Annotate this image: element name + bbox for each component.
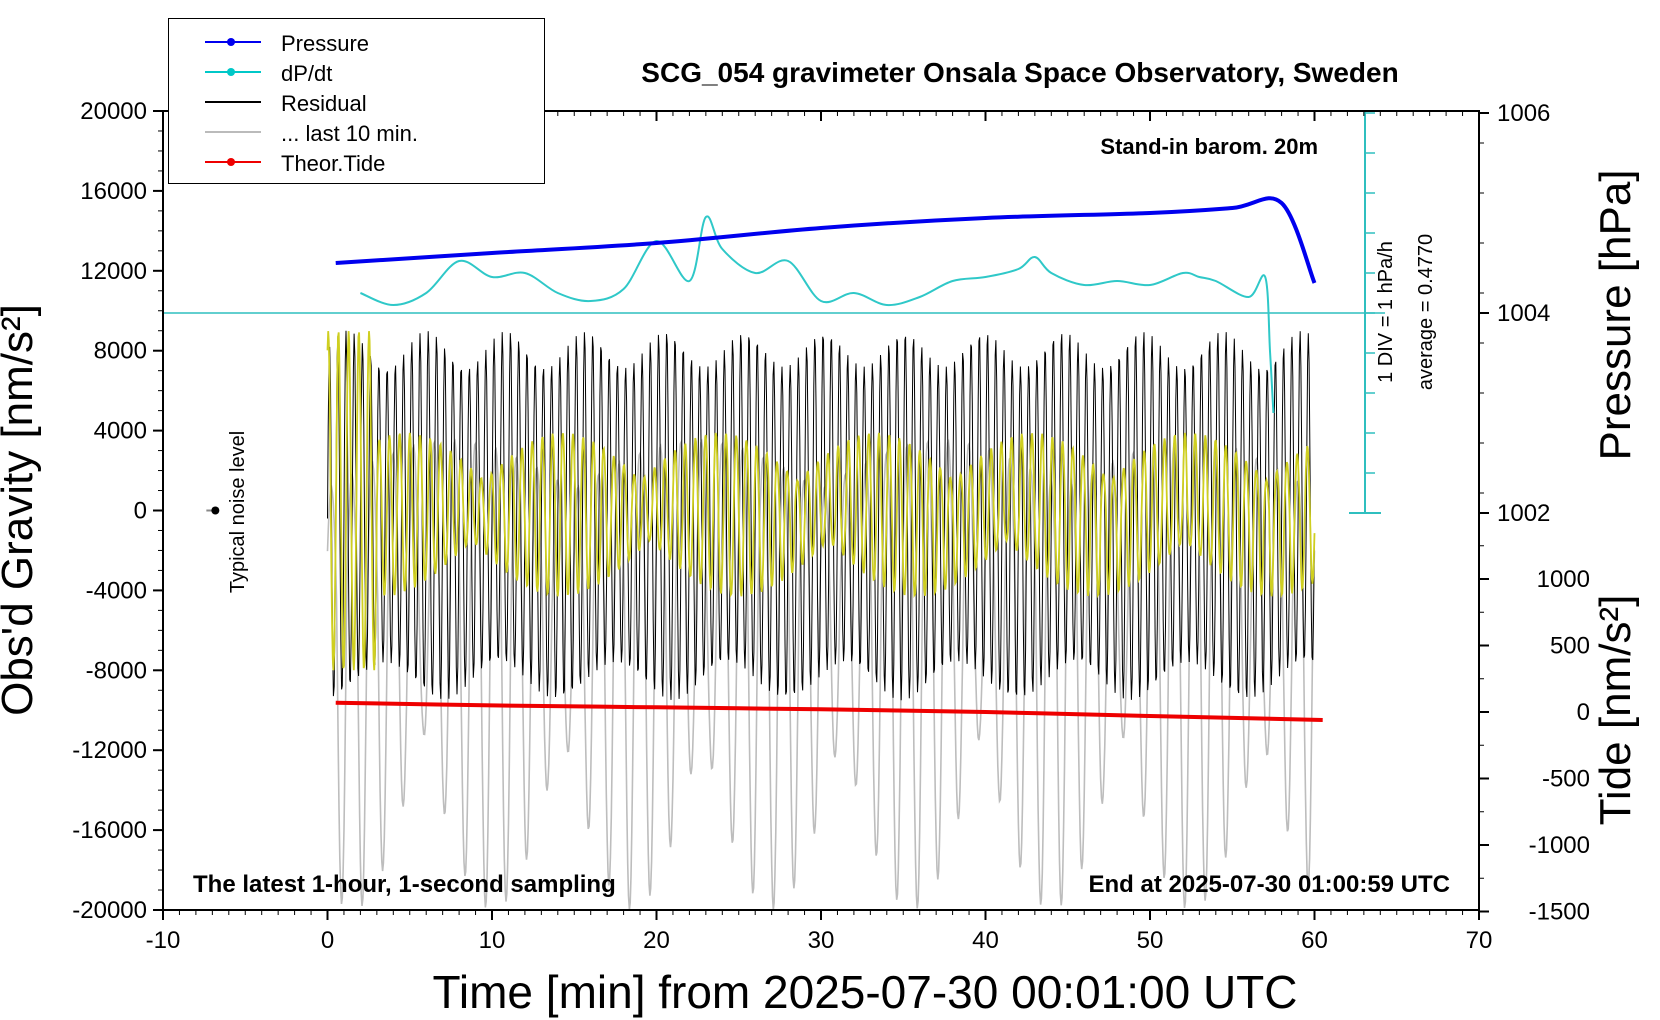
pressure-axis-label: Pressure [hPa] (1591, 169, 1640, 460)
tide-tick-label: -1500 (1529, 899, 1590, 926)
pressure-tick-label: 1004 (1497, 300, 1550, 327)
tide-tick-label: 0 (1577, 699, 1590, 726)
y-tick-label: -16000 (72, 817, 147, 844)
dpdt-line (360, 215, 1275, 414)
x-axis-label: Time [min] from 2025-07-30 00:01:00 UTC (433, 966, 1298, 1018)
x-tick-label: 0 (321, 927, 334, 954)
pressure-line (335, 196, 1317, 284)
legend-label-pressure: Pressure (281, 31, 370, 56)
legend: Pressure dP/dt Residual ... last 10 min.… (168, 18, 545, 184)
theor-tide-line (335, 700, 1323, 722)
x-tick-label: 40 (972, 927, 999, 954)
x-tick-label: 70 (1466, 927, 1493, 954)
legend-label-theor-tide: Theor.Tide (281, 151, 386, 176)
chart-title: SCG_054 gravimeter Onsala Space Observat… (641, 57, 1398, 88)
y-tick-label: -4000 (86, 577, 147, 604)
sampling-note: The latest 1-hour, 1-second sampling (193, 871, 616, 898)
y-tick-label: 0 (134, 498, 147, 525)
tide-tick-label: -1000 (1529, 832, 1590, 859)
legend-label-residual: Residual (281, 91, 367, 116)
filtered-residual-line (326, 331, 1316, 671)
legend-label-last-10-min: ... last 10 min. (281, 121, 418, 146)
legend-item-pressure: Pressure (169, 29, 544, 56)
y-tick-label: 16000 (80, 178, 147, 205)
y-tick-label: 12000 (80, 258, 147, 285)
x-tick-label: -10 (146, 927, 181, 954)
x-tick-label: 20 (643, 927, 670, 954)
x-tick-label: 50 (1137, 927, 1164, 954)
pressure-tick-label: 1006 (1497, 100, 1550, 127)
x-tick-label: 30 (808, 927, 835, 954)
x-tick-label: 10 (479, 927, 506, 954)
dpdt-scale-note: 1 DIV = 1 hPa/h (1375, 241, 1397, 383)
barometer-note: Stand-in barom. 20m (1100, 134, 1318, 159)
noise-level-note: Typical noise level (227, 431, 249, 593)
tide-tick-label: 500 (1550, 633, 1590, 660)
y-tick-label: -20000 (72, 897, 147, 924)
tide-axis-label: Tide [nm/s²] (1591, 595, 1640, 826)
legend-item-residual: Residual (169, 89, 544, 116)
dpdt-marker-icon (227, 68, 235, 76)
end-time-note: End at 2025-07-30 01:00:59 UTC (1089, 871, 1451, 898)
y-tick-label: -12000 (72, 737, 147, 764)
legend-label-dpdt: dP/dt (281, 61, 333, 86)
legend-item-dpdt: dP/dt (169, 59, 544, 86)
y-tick-label: 20000 (80, 98, 147, 125)
y-tick-label: -8000 (86, 657, 147, 684)
pressure-marker-icon (227, 38, 235, 46)
y-tick-label: 8000 (94, 338, 147, 365)
tide-tick-label: 1000 (1537, 566, 1590, 593)
tide-marker-icon (227, 158, 235, 166)
legend-item-last-10-min: ... last 10 min. (169, 119, 544, 146)
dpdt-average-note: average = 0.4770 (1415, 234, 1437, 390)
tide-tick-label: -500 (1542, 766, 1590, 793)
y-tick-label: 4000 (94, 418, 147, 445)
legend-item-theor-tide: Theor.Tide (169, 149, 544, 176)
y-axis-label: Obs'd Gravity [nm/s²] (0, 304, 42, 716)
pressure-tick-label: 1002 (1497, 500, 1550, 527)
x-tick-label: 60 (1301, 927, 1328, 954)
noise-level-point (211, 506, 220, 515)
